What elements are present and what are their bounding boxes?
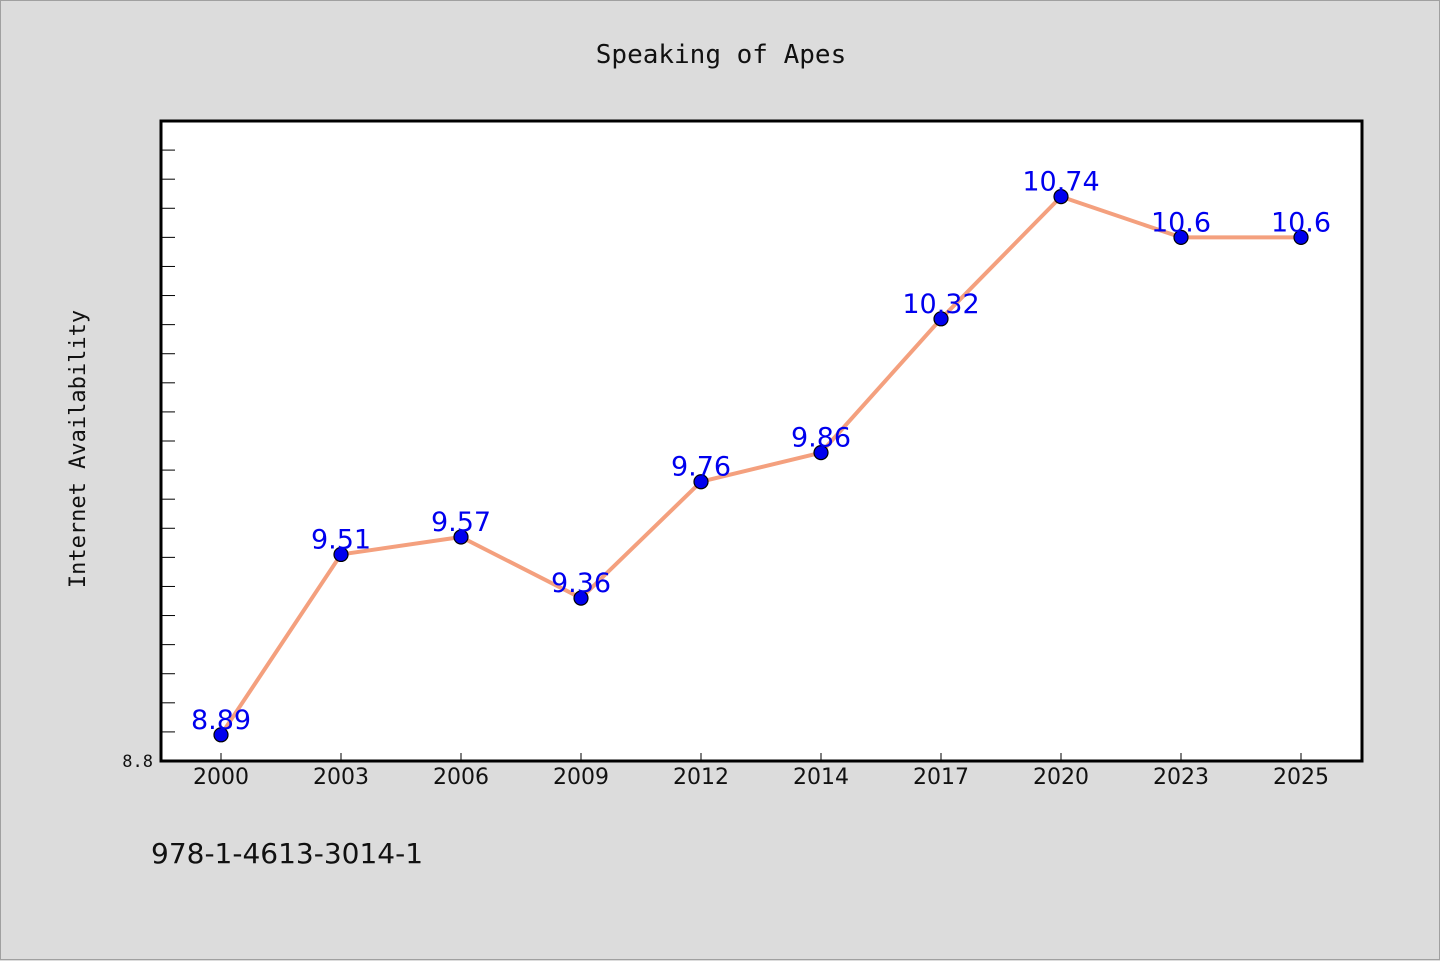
x-tick-label: 2012	[673, 765, 729, 790]
y-axis-label: Internet Availability	[66, 310, 91, 588]
x-tick-label: 2017	[913, 765, 969, 790]
x-tick-label: 2023	[1153, 765, 1209, 790]
data-point	[933, 311, 949, 327]
data-label: 10.6	[1271, 207, 1331, 238]
data-point	[453, 529, 469, 545]
x-tick-label: 2025	[1273, 765, 1329, 790]
data-label: 9.36	[551, 568, 611, 599]
series-line	[219, 194, 1301, 736]
data-label: 10.74	[1022, 167, 1099, 198]
data-point	[213, 727, 229, 743]
x-tick-label: 2003	[313, 765, 369, 790]
data-label: 8.89	[191, 705, 251, 736]
data-point	[813, 445, 829, 461]
data-point	[693, 474, 709, 490]
x-axis-ticks: 2000 2003 2006 2009 2012 2014 2017 2020 2023 2025	[193, 753, 1329, 790]
x-tick-label: 2009	[553, 765, 609, 790]
data-label: 9.51	[311, 524, 371, 555]
y-axis-ticks: 8.8	[122, 149, 175, 772]
x-tick-label: 2014	[793, 765, 849, 790]
data-labels: 8.89 9.51 9.57 9.36 9.76 9.86 10.32 10.74 10.6 10…	[191, 167, 1331, 736]
data-label: 9.86	[791, 423, 851, 454]
x-tick-label: 2006	[433, 765, 489, 790]
data-point	[1053, 189, 1069, 205]
data-point	[333, 546, 349, 563]
data-label: 10.6	[1151, 207, 1211, 238]
plot-area	[159, 119, 1364, 763]
data-point	[573, 590, 589, 606]
data-label: 10.32	[902, 289, 979, 320]
y-tick-label: 8.8	[122, 752, 153, 772]
x-tick-label: 2000	[193, 765, 249, 790]
data-points	[213, 189, 1309, 743]
chart-title: Speaking of Apes	[596, 40, 846, 70]
x-tick-label: 2020	[1033, 765, 1089, 790]
footer-isbn: 978-1-4613-3014-1	[151, 837, 423, 870]
data-label: 9.57	[431, 507, 491, 538]
data-point	[1173, 229, 1189, 245]
data-point	[1293, 229, 1309, 245]
data-label: 9.76	[671, 452, 731, 483]
